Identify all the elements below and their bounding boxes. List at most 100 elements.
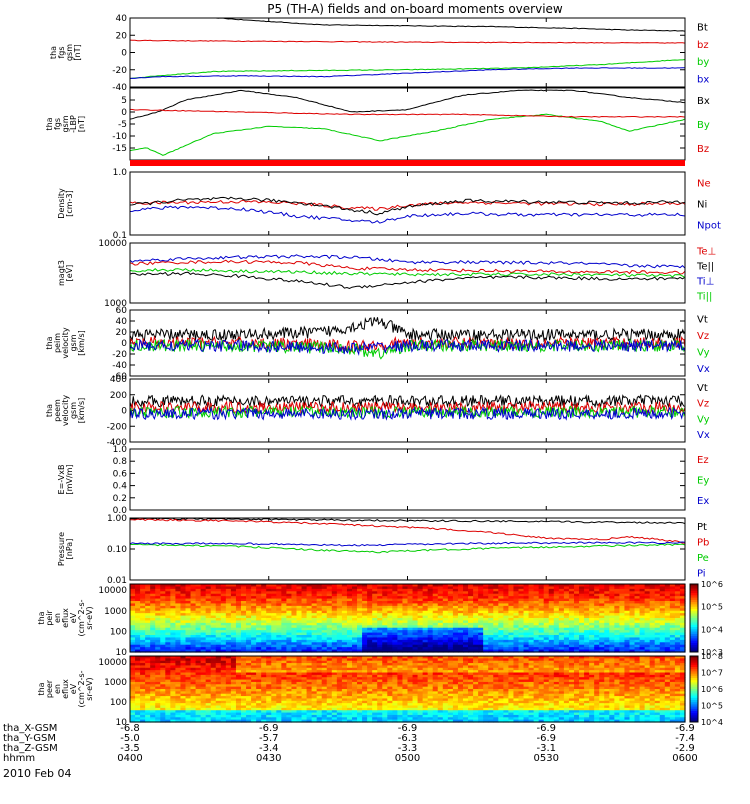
colorbar-tick-label: 10^4 xyxy=(701,625,723,634)
y-tick-label: -200 xyxy=(107,422,128,432)
y-tick-label: 60 xyxy=(116,306,128,316)
series-bz xyxy=(130,40,685,43)
series-Bz xyxy=(130,109,685,117)
y-tick-label: -5 xyxy=(118,120,127,130)
y-tick-label: 10000 xyxy=(98,239,127,249)
legend-Vx: Vx xyxy=(697,430,710,441)
legend-bz: bz xyxy=(697,40,709,51)
panel-frame xyxy=(130,449,685,510)
legend-Vt: Vt xyxy=(697,314,708,325)
colorbar-tick-label: 10^6 xyxy=(701,580,723,589)
y-tick-label: 10000 xyxy=(98,658,127,668)
legend-Vy: Vy xyxy=(697,347,710,358)
panel-frame xyxy=(130,172,685,235)
figure-title: P5 (TH-A) fields and on-board moments ov… xyxy=(267,2,563,16)
y-tick-label: 200 xyxy=(110,391,127,401)
y-tick-label: 0.8 xyxy=(113,457,128,467)
y-tick-label: 1000 xyxy=(104,607,127,617)
y-tick-label: 10 xyxy=(116,648,128,658)
legend-Ti||: Ti|| xyxy=(696,292,712,303)
y-tick-label: 10000 xyxy=(98,586,127,596)
y-tick-label: 1000 xyxy=(104,678,127,688)
legend-bx: bx xyxy=(697,74,709,85)
y-tick-label: 0.10 xyxy=(107,545,127,555)
legend-Ey: Ey xyxy=(697,476,709,487)
legend-Te||: Te|| xyxy=(696,262,714,273)
y-tick-label: 100 xyxy=(110,627,127,637)
y-tick-label: 5 xyxy=(121,96,127,106)
series-Ti⊥ xyxy=(130,255,685,268)
legend-Te⊥: Te⊥ xyxy=(696,247,716,258)
y-tick-label: -40 xyxy=(112,83,127,93)
y-tick-label: 100 xyxy=(110,698,127,708)
legend-Pe: Pe xyxy=(697,553,709,564)
legend-Pb: Pb xyxy=(697,537,709,548)
y-axis-label-line: sr-eV) xyxy=(85,677,94,700)
legend-Bt: Bt xyxy=(697,23,708,34)
y-axis-label-line: [nPa] xyxy=(65,539,74,560)
legend-Bz: Bz xyxy=(697,144,709,155)
legend-Ez: Ez xyxy=(697,455,709,466)
y-axis-label-line: sr-eV) xyxy=(85,606,94,629)
legend-Pi: Pi xyxy=(697,568,706,579)
series-Vt xyxy=(130,395,685,406)
series-Npot xyxy=(130,206,685,223)
y-tick-label: 0.01 xyxy=(107,576,127,586)
legend-Vy: Vy xyxy=(697,414,710,425)
y-axis-label-line: [mV/m] xyxy=(65,465,74,495)
panel-frame xyxy=(130,18,685,87)
y-tick-label: -10 xyxy=(112,132,127,142)
y-tick-label: 0 xyxy=(121,108,127,118)
y-axis-label-line: [nT] xyxy=(73,44,82,60)
panel-status_bar xyxy=(130,160,685,166)
legend-Ni: Ni xyxy=(697,200,707,211)
y-axis-label-line: [km/s] xyxy=(77,330,86,356)
legend-Vt: Vt xyxy=(697,383,708,394)
y-tick-label: -40 xyxy=(112,361,127,371)
y-tick-label: 400 xyxy=(110,375,127,385)
y-tick-label: 1.00 xyxy=(107,514,127,524)
legend-Ne: Ne xyxy=(697,179,711,190)
y-tick-label: 0.4 xyxy=(113,482,128,492)
y-axis-label-line: [nT] xyxy=(77,116,86,132)
y-axis-label-line: [cm-3] xyxy=(65,190,74,216)
y-tick-label: 0 xyxy=(121,407,127,417)
legend-By: By xyxy=(697,120,710,131)
y-tick-label: 20 xyxy=(116,328,128,338)
series-Ni xyxy=(130,197,685,215)
y-tick-label: 0.6 xyxy=(113,469,128,479)
legend-Pt: Pt xyxy=(697,522,707,533)
legend-Vz: Vz xyxy=(697,399,709,410)
legend-Ex: Ex xyxy=(697,496,709,507)
y-axis-label-line: [km/s] xyxy=(77,398,86,424)
y-tick-label: 20 xyxy=(116,31,128,41)
y-tick-label: -20 xyxy=(112,350,127,360)
y-tick-label: -15 xyxy=(112,144,127,154)
y-tick-label: -20 xyxy=(112,66,127,76)
y-tick-label: 1.0 xyxy=(113,445,128,455)
y-axis-label-line: [eV] xyxy=(65,265,74,282)
colorbar-tick-label: 10^5 xyxy=(701,603,723,612)
y-tick-label: 0 xyxy=(121,339,127,349)
legend-Vx: Vx xyxy=(697,364,710,375)
legend-Bx: Bx xyxy=(697,96,710,107)
legend-Npot: Npot xyxy=(697,221,721,232)
series-Vt xyxy=(130,317,685,340)
y-tick-label: 40 xyxy=(116,317,128,327)
panel-frame xyxy=(130,88,685,160)
y-tick-label: 1.0 xyxy=(113,168,128,178)
y-tick-label: 0.2 xyxy=(113,494,127,504)
y-tick-label: 40 xyxy=(116,14,128,24)
